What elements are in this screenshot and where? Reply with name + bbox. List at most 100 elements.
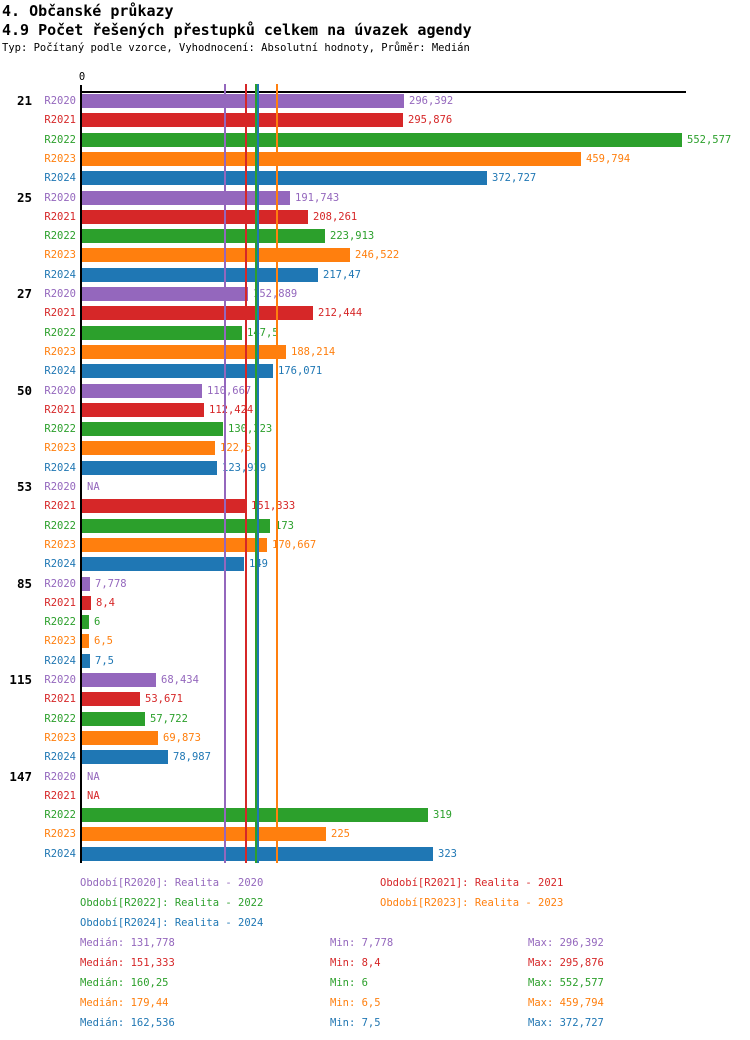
bar-value-27-R2021: 212,444 (318, 307, 363, 319)
bar-value-115-R2023: 69,873 (163, 732, 201, 744)
group-label-50: 50 (16, 383, 32, 398)
bar-value-85-R2023: 6,5 (94, 635, 113, 647)
bar-85-R2020 (82, 577, 90, 591)
series-label-R2024: R2024 (44, 558, 76, 570)
series-label-R2022: R2022 (44, 230, 76, 242)
legend-entry-r2024: Období[R2024]: Realita - 2024 (80, 917, 264, 929)
stat-min-r2020: Min: 7,778 (330, 937, 394, 949)
bar-value-53-R2020: NA (87, 481, 100, 493)
bar-21-R2020 (82, 94, 404, 108)
axis-zero-label: 0 (78, 71, 86, 83)
bar-value-147-R2021: NA (87, 790, 100, 802)
series-label-R2021: R2021 (44, 114, 76, 126)
series-label-R2022: R2022 (44, 713, 76, 725)
series-label-R2020: R2020 (44, 95, 76, 107)
series-label-R2021: R2021 (44, 404, 76, 416)
stat-max-r2022: Max: 552,577 (528, 977, 604, 989)
bar-25-R2023 (82, 248, 350, 262)
stat-min-r2024: Min: 7,5 (330, 1017, 381, 1029)
series-label-R2021: R2021 (44, 597, 76, 609)
bar-21-R2021 (82, 113, 403, 127)
chart-subtitle: Typ: Počítaný podle vzorce, Vyhodnocení:… (2, 42, 470, 54)
bar-value-85-R2022: 6 (94, 616, 101, 628)
bar-value-50-R2023: 122,5 (220, 442, 252, 454)
stat-min-r2022: Min: 6 (330, 977, 368, 989)
bar-85-R2022 (82, 615, 89, 629)
series-label-R2022: R2022 (44, 327, 76, 339)
series-label-R2020: R2020 (44, 385, 76, 397)
series-label-R2024: R2024 (44, 365, 76, 377)
bar-value-25-R2024: 217,47 (323, 269, 361, 281)
stat-max-r2020: Max: 296,392 (528, 937, 604, 949)
axis-spine (80, 91, 82, 863)
series-label-R2023: R2023 (44, 539, 76, 551)
bar-value-115-R2022: 57,722 (150, 713, 188, 725)
series-label-R2021: R2021 (44, 500, 76, 512)
median-line-R2020 (224, 84, 226, 863)
axis-zero-tick (80, 85, 82, 92)
bar-value-21-R2022: 552,577 (687, 134, 732, 146)
bar-85-R2023 (82, 634, 89, 648)
bar-value-85-R2021: 8,4 (96, 597, 115, 609)
series-label-R2023: R2023 (44, 635, 76, 647)
bar-25-R2024 (82, 268, 318, 282)
bar-85-R2021 (82, 596, 91, 610)
bar-27-R2020 (82, 287, 248, 301)
series-label-R2024: R2024 (44, 269, 76, 281)
legend-entry-r2020: Období[R2020]: Realita - 2020 (80, 877, 264, 889)
series-label-R2022: R2022 (44, 134, 76, 146)
group-label-85: 85 (16, 576, 32, 591)
stat-max-r2021: Max: 295,876 (528, 957, 604, 969)
series-label-R2020: R2020 (44, 578, 76, 590)
bar-value-147-R2020: NA (87, 771, 100, 783)
bar-value-21-R2021: 295,876 (408, 114, 453, 126)
series-label-R2020: R2020 (44, 674, 76, 686)
median-line-R2021 (245, 84, 247, 863)
stat-median-r2022: Medián: 160,25 (80, 977, 169, 989)
bar-147-R2023 (82, 827, 326, 841)
bar-value-115-R2020: 68,434 (161, 674, 199, 686)
chart-title: 4.9 Počet řešených přestupků celkem na ú… (2, 21, 472, 39)
bar-value-21-R2020: 296,392 (409, 95, 454, 107)
bar-value-50-R2022: 130,323 (228, 423, 273, 435)
bar-50-R2022 (82, 422, 223, 436)
series-label-R2020: R2020 (44, 481, 76, 493)
series-label-R2023: R2023 (44, 828, 76, 840)
series-label-R2022: R2022 (44, 616, 76, 628)
bar-value-115-R2021: 53,671 (145, 693, 183, 705)
bar-25-R2020 (82, 191, 290, 205)
series-label-R2024: R2024 (44, 751, 76, 763)
group-label-21: 21 (16, 93, 32, 108)
series-label-R2023: R2023 (44, 153, 76, 165)
bar-53-R2022 (82, 519, 270, 533)
bar-value-147-R2024: 323 (438, 848, 457, 860)
stat-max-r2023: Max: 459,794 (528, 997, 604, 1009)
series-label-R2023: R2023 (44, 346, 76, 358)
series-label-R2023: R2023 (44, 442, 76, 454)
bar-115-R2020 (82, 673, 156, 687)
bar-value-27-R2023: 188,214 (291, 346, 336, 358)
bar-115-R2021 (82, 692, 140, 706)
bar-21-R2023 (82, 152, 581, 166)
median-line-R2024 (257, 84, 259, 863)
stat-median-r2024: Medián: 162,536 (80, 1017, 175, 1029)
series-label-R2024: R2024 (44, 655, 76, 667)
bar-27-R2021 (82, 306, 313, 320)
bar-21-R2024 (82, 171, 487, 185)
bar-value-85-R2020: 7,778 (95, 578, 127, 590)
bar-53-R2023 (82, 538, 267, 552)
bar-value-27-R2022: 147,5 (247, 327, 279, 339)
group-label-115: 115 (9, 672, 32, 687)
legend-entry-r2021: Období[R2021]: Realita - 2021 (380, 877, 564, 889)
bar-value-21-R2024: 372,727 (492, 172, 537, 184)
group-label-53: 53 (16, 479, 32, 494)
bar-value-27-R2024: 176,071 (278, 365, 323, 377)
group-label-27: 27 (16, 286, 32, 301)
stat-min-r2023: Min: 6,5 (330, 997, 381, 1009)
stat-median-r2021: Medián: 151,333 (80, 957, 175, 969)
series-label-R2022: R2022 (44, 809, 76, 821)
bar-value-115-R2024: 78,987 (173, 751, 211, 763)
bar-50-R2023 (82, 441, 215, 455)
series-label-R2021: R2021 (44, 790, 76, 802)
stat-median-r2023: Medián: 179,44 (80, 997, 169, 1009)
